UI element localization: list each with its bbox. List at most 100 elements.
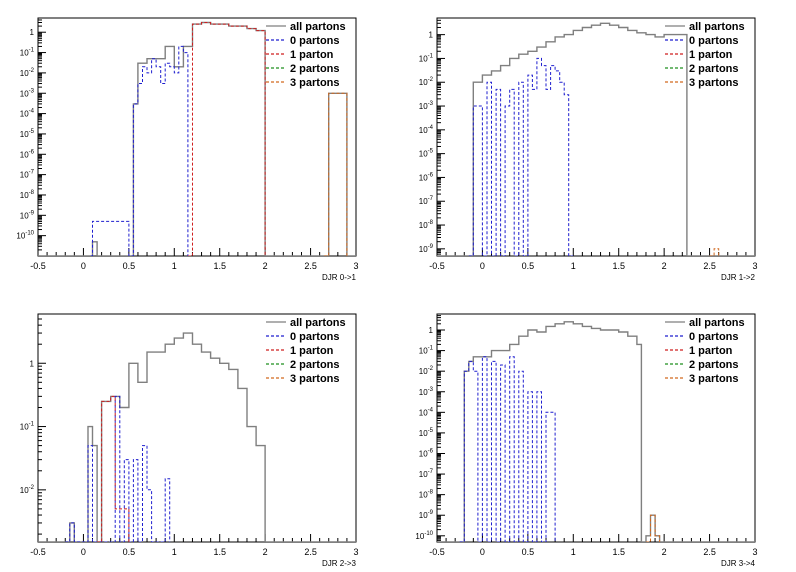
y-tick-label: 10-2 xyxy=(20,485,35,495)
x-tick-label: 3 xyxy=(353,261,358,271)
x-axis-label: DJR 0->1 xyxy=(322,273,357,282)
x-tick-label: 2.5 xyxy=(304,547,317,557)
legend-entry-label: 3 partons xyxy=(290,373,340,385)
legend-entry-label: 2 partons xyxy=(290,359,340,371)
x-tick-label: -0.5 xyxy=(30,261,46,271)
y-tick-label: 10-2 xyxy=(419,366,434,376)
y-tick-label: 10-7 xyxy=(419,196,434,206)
legend-entry-label: 3 partons xyxy=(290,77,340,89)
plot-frame xyxy=(436,17,756,257)
series-line-all-partons xyxy=(437,321,755,542)
chart-panel-2: -0.5 0 0.5 1 1.5 2 2.5 3 DJR 1->2 1 10-1 10-2 10-3 10… xyxy=(419,17,758,282)
legend-entry-label: 2 partons xyxy=(689,63,739,75)
legend-entry-label: 2 partons xyxy=(689,359,739,371)
y-tick-label: 1 xyxy=(429,31,434,40)
y-tick-label: 10-10 xyxy=(16,231,34,241)
series-line-all-partons xyxy=(38,332,356,542)
x-tick-label: 1 xyxy=(172,547,177,557)
legend-entry-label: 1 parton xyxy=(290,49,334,61)
y-tick-label: 10-5 xyxy=(419,428,434,438)
x-tick-label: 1.5 xyxy=(213,547,226,557)
y-tick-label: 10-4 xyxy=(20,109,35,119)
y-tick-label: 10-9 xyxy=(20,210,35,220)
chart-panel-1: -0.5 0 0.5 1 1.5 2 2.5 3 DJR 0->1 1 10-1 10-2 10-3 10… xyxy=(16,17,359,282)
x-tick-label: 0 xyxy=(480,547,485,557)
x-tick-label: 1.5 xyxy=(612,547,625,557)
x-tick-label: 1.5 xyxy=(213,261,226,271)
legend-entry-label: 1 parton xyxy=(689,49,733,61)
y-tick-label: 1 xyxy=(30,28,35,37)
x-tick-label: 0 xyxy=(81,547,86,557)
series-line-1-parton xyxy=(97,395,130,542)
series-line-3-partons xyxy=(709,248,720,256)
y-tick-label: 10-6 xyxy=(419,448,434,458)
x-tick-label: 2 xyxy=(662,261,667,271)
y-tick-label: 1 xyxy=(30,359,35,368)
legend-entry-label: 1 parton xyxy=(290,345,334,357)
y-tick-label: 10-7 xyxy=(20,170,35,180)
y-tick-label: 10-10 xyxy=(415,531,433,541)
x-tick-label: 2 xyxy=(263,261,268,271)
y-tick-label: 10-3 xyxy=(20,88,35,98)
x-tick-label: 0.5 xyxy=(522,261,535,271)
y-tick-label: 10-7 xyxy=(419,469,434,479)
x-tick-label: 2.5 xyxy=(304,261,317,271)
y-tick-label: 10-1 xyxy=(20,422,35,432)
x-tick-label: 1 xyxy=(172,261,177,271)
plot-frame xyxy=(37,313,357,543)
x-tick-label: 2 xyxy=(263,547,268,557)
x-tick-label: -0.5 xyxy=(429,547,445,557)
x-tick-label: 2.5 xyxy=(703,261,716,271)
y-tick-label: 10-6 xyxy=(20,149,35,159)
y-tick-label: 10-1 xyxy=(419,346,434,356)
legend-entry-label: all partons xyxy=(689,317,745,329)
series-line-0-partons xyxy=(90,45,189,256)
series-line-3-partons xyxy=(324,92,348,256)
legend-entry-label: all partons xyxy=(290,21,346,33)
y-tick-label: 10-3 xyxy=(419,387,434,397)
legend-entry-label: 0 partons xyxy=(290,331,340,343)
x-tick-label: -0.5 xyxy=(429,261,445,271)
series-line-1-parton xyxy=(187,22,266,256)
x-tick-label: 0.5 xyxy=(522,547,535,557)
y-tick-label: 10-3 xyxy=(419,101,434,111)
series-line-all-partons xyxy=(437,22,755,256)
x-tick-label: 0 xyxy=(81,261,86,271)
legend-entry-label: 0 partons xyxy=(290,35,340,47)
chart-panel-3: -0.5 0 0.5 1 1.5 2 2.5 3 DJR 2->3 1 10-1 10-2 all pa… xyxy=(20,313,359,568)
legend-entry-label: 0 partons xyxy=(689,35,739,47)
y-tick-label: 10-1 xyxy=(20,48,35,58)
y-tick-label: 10-2 xyxy=(419,77,434,87)
plot-frame xyxy=(436,313,756,543)
x-tick-label: 0.5 xyxy=(123,261,136,271)
x-tick-label: 0.5 xyxy=(123,547,136,557)
legend-entry-label: 3 partons xyxy=(689,77,739,89)
y-tick-label: 10-9 xyxy=(419,510,434,520)
legend-entry-label: all partons xyxy=(689,21,745,33)
y-tick-label: 1 xyxy=(429,326,434,335)
x-tick-label: -0.5 xyxy=(30,547,46,557)
x-tick-label: 0 xyxy=(480,261,485,271)
x-tick-label: 3 xyxy=(353,547,358,557)
y-tick-label: 10-4 xyxy=(419,125,434,135)
x-tick-label: 2 xyxy=(662,547,667,557)
legend-entry-label: 0 partons xyxy=(689,331,739,343)
x-tick-label: 1 xyxy=(571,261,576,271)
x-axis-label: DJR 3->4 xyxy=(721,559,756,568)
y-tick-label: 10-5 xyxy=(419,149,434,159)
y-tick-label: 10-8 xyxy=(20,190,35,200)
y-tick-label: 10-4 xyxy=(419,407,434,417)
plot-frame xyxy=(37,17,357,257)
y-tick-label: 10-1 xyxy=(419,53,434,63)
legend-entry-label: 3 partons xyxy=(689,373,739,385)
series-line-0-partons xyxy=(459,356,556,542)
y-tick-label: 10-9 xyxy=(419,244,434,254)
x-tick-label: 1.5 xyxy=(612,261,625,271)
x-axis-label: DJR 2->3 xyxy=(322,559,357,568)
legend-entry-label: 2 partons xyxy=(290,63,340,75)
series-line-3-partons xyxy=(646,514,661,542)
x-tick-label: 1 xyxy=(571,547,576,557)
legend-entry-label: all partons xyxy=(290,317,346,329)
x-tick-label: 3 xyxy=(752,547,757,557)
